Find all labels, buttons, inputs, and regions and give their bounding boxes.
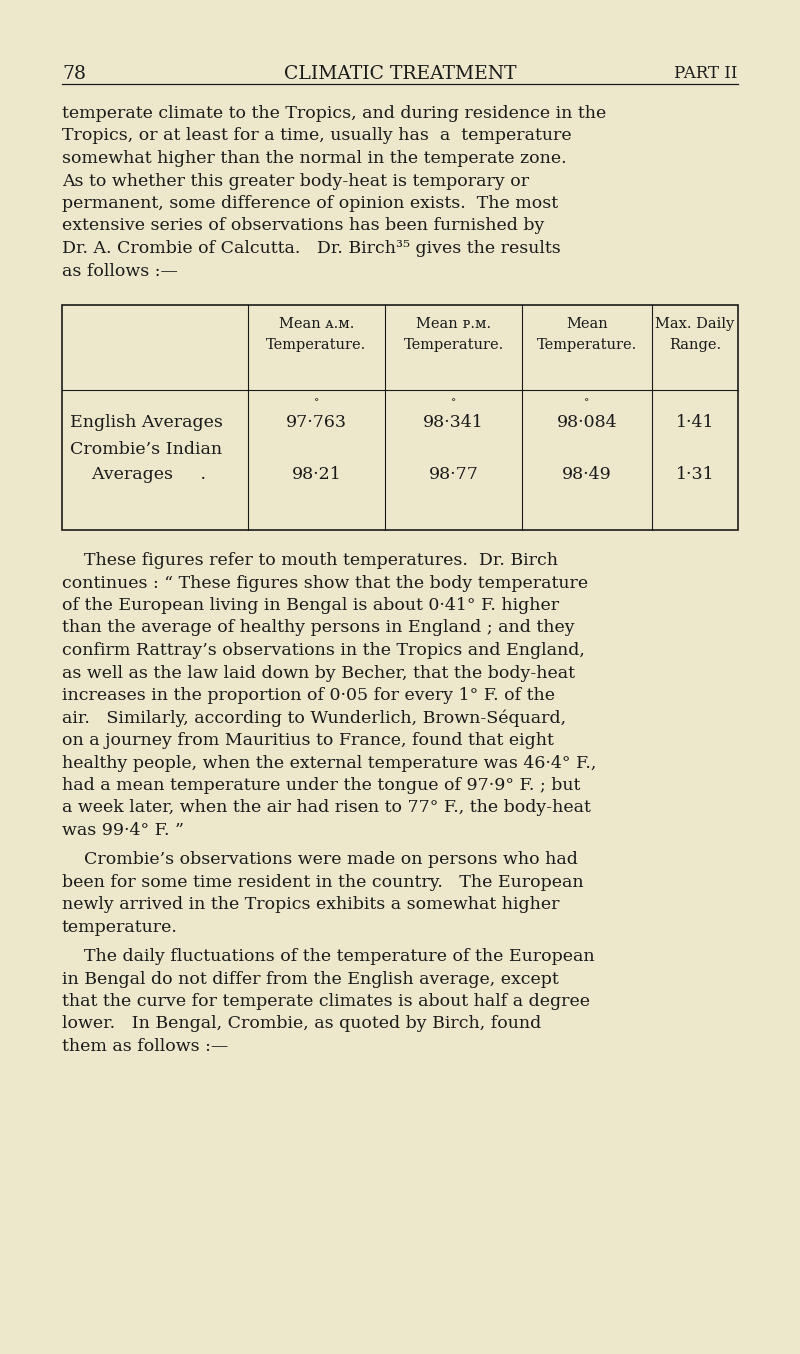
Text: These figures refer to mouth temperatures.  Dr. Birch: These figures refer to mouth temperature… [62,552,558,569]
Text: Temperature.: Temperature. [266,338,366,352]
Text: As to whether this greater body-heat is temporary or: As to whether this greater body-heat is … [62,172,529,190]
Text: as follows :—: as follows :— [62,263,178,279]
Text: Max. Daily: Max. Daily [655,317,734,330]
Text: them as follows :—: them as follows :— [62,1039,228,1055]
Text: The daily fluctuations of the temperature of the European: The daily fluctuations of the temperatur… [62,948,594,965]
Text: Mean: Mean [566,317,608,330]
Text: Dr. A. Crombie of Calcutta.   Dr. Birch³⁵ gives the results: Dr. A. Crombie of Calcutta. Dr. Birch³⁵ … [62,240,561,257]
Text: temperature.: temperature. [62,919,178,936]
Text: Mean ᴀ.ᴍ.: Mean ᴀ.ᴍ. [279,317,354,330]
Text: extensive series of observations has been furnished by: extensive series of observations has bee… [62,218,544,234]
Text: 97·763: 97·763 [286,414,347,431]
Text: temperate climate to the Tropics, and during residence in the: temperate climate to the Tropics, and du… [62,106,606,122]
Text: Crombie’s observations were made on persons who had: Crombie’s observations were made on pers… [62,852,578,868]
Text: that the curve for temperate climates is about half a degree: that the curve for temperate climates is… [62,992,590,1010]
Bar [62,305,738,529]
Text: 98·49: 98·49 [562,466,612,483]
Text: lower.   In Bengal, Crombie, as quoted by Birch, found: lower. In Bengal, Crombie, as quoted by … [62,1016,542,1033]
Text: °: ° [314,398,319,408]
Text: somewhat higher than the normal in the temperate zone.: somewhat higher than the normal in the t… [62,150,566,167]
Text: °: ° [584,398,590,408]
Text: 98·341: 98·341 [423,414,484,431]
Text: PART II: PART II [674,65,738,83]
Text: confirm Rattray’s observations in the Tropics and England,: confirm Rattray’s observations in the Tr… [62,642,585,659]
Text: in Bengal do not differ from the English average, except: in Bengal do not differ from the English… [62,971,558,987]
Text: 98·77: 98·77 [429,466,478,483]
Text: was 99·4° F. ”: was 99·4° F. ” [62,822,184,839]
Text: °: ° [451,398,456,408]
Text: 1·41: 1·41 [676,414,714,431]
Text: 1·31: 1·31 [676,466,714,483]
Text: 98·21: 98·21 [292,466,342,483]
Text: CLIMATIC TREATMENT: CLIMATIC TREATMENT [284,65,516,83]
Text: English Averages: English Averages [70,414,223,431]
Text: Tropics, or at least for a time, usually has  a  temperature: Tropics, or at least for a time, usually… [62,127,572,145]
Text: air.   Similarly, according to Wunderlich, Brown-Séquard,: air. Similarly, according to Wunderlich,… [62,709,566,727]
Text: of the European living in Bengal is about 0·41° F. higher: of the European living in Bengal is abou… [62,597,559,613]
Text: on a journey from Mauritius to France, found that eight: on a journey from Mauritius to France, f… [62,733,554,749]
Text: continues : “ These figures show that the body temperature: continues : “ These figures show that th… [62,574,588,592]
Text: Crombie’s Indian: Crombie’s Indian [70,441,222,458]
Text: Averages     .: Averages . [70,466,206,483]
Text: than the average of healthy persons in England ; and they: than the average of healthy persons in E… [62,620,574,636]
Text: 78: 78 [62,65,86,83]
Text: Temperature.: Temperature. [537,338,637,352]
Text: as well as the law laid down by Becher, that the body-heat: as well as the law laid down by Becher, … [62,665,575,681]
Text: permanent, some difference of opinion exists.  The most: permanent, some difference of opinion ex… [62,195,558,213]
Text: been for some time resident in the country.   The European: been for some time resident in the count… [62,873,584,891]
Text: 98·084: 98·084 [557,414,618,431]
Text: increases in the proportion of 0·05 for every 1° F. of the: increases in the proportion of 0·05 for … [62,686,555,704]
Text: a week later, when the air had risen to 77° F., the body-heat: a week later, when the air had risen to … [62,799,591,816]
Text: had a mean temperature under the tongue of 97·9° F. ; but: had a mean temperature under the tongue … [62,777,580,793]
Text: Range.: Range. [669,338,721,352]
Text: healthy people, when the external temperature was 46·4° F.,: healthy people, when the external temper… [62,754,596,772]
Text: Mean ᴘ.ᴍ.: Mean ᴘ.ᴍ. [416,317,491,330]
Text: newly arrived in the Tropics exhibits a somewhat higher: newly arrived in the Tropics exhibits a … [62,896,559,913]
Text: Temperature.: Temperature. [403,338,504,352]
